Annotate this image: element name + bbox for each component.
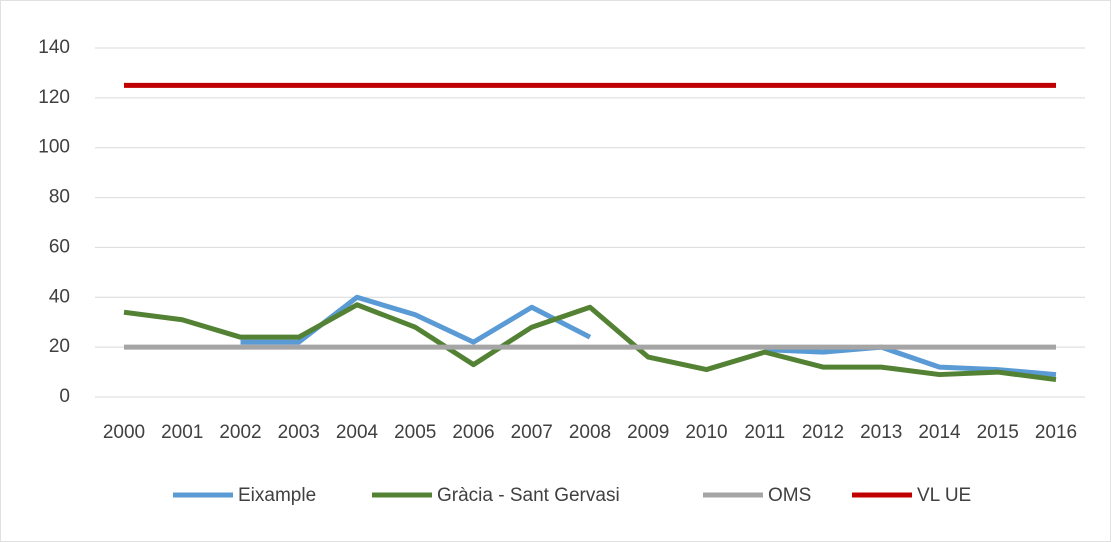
x-tick-label: 2004 <box>336 422 379 443</box>
y-tick-label: 100 <box>38 137 70 158</box>
legend-label: VL UE <box>917 485 971 506</box>
y-tick-label: 0 <box>59 386 70 407</box>
x-tick-label: 2002 <box>219 422 261 443</box>
x-tick-label: 2005 <box>394 422 436 443</box>
x-tick-label: 2013 <box>860 422 902 443</box>
x-tick-label: 2012 <box>802 422 844 443</box>
y-tick-label: 80 <box>49 187 70 208</box>
y-tick-label: 20 <box>49 336 70 357</box>
legend-label: OMS <box>768 485 811 506</box>
x-tick-label: 2007 <box>511 422 553 443</box>
y-tick-label: 40 <box>49 286 70 307</box>
series-line <box>240 294 1057 378</box>
x-tick-label: 2011 <box>744 422 785 443</box>
x-tick-label: 2003 <box>278 422 320 443</box>
legend-label: Gràcia - Sant Gervasi <box>437 485 620 506</box>
x-tick-label: 2008 <box>569 422 611 443</box>
series-line <box>123 302 1057 383</box>
x-tick-label: 2010 <box>685 422 727 443</box>
x-tick-label: 2009 <box>627 422 669 443</box>
x-tick-label: 2001 <box>161 422 203 443</box>
y-tick-label: 140 <box>38 37 70 58</box>
y-tick-label: 120 <box>38 87 70 108</box>
x-tick-label: 2015 <box>977 422 1019 443</box>
x-tick-label: 2016 <box>1035 422 1077 443</box>
x-tick-label: 2006 <box>452 422 494 443</box>
y-tick-label: 60 <box>49 236 70 257</box>
x-tick-label: 2000 <box>103 422 145 443</box>
x-tick-label: 2014 <box>918 422 961 443</box>
legend-label: Eixample <box>238 485 316 506</box>
